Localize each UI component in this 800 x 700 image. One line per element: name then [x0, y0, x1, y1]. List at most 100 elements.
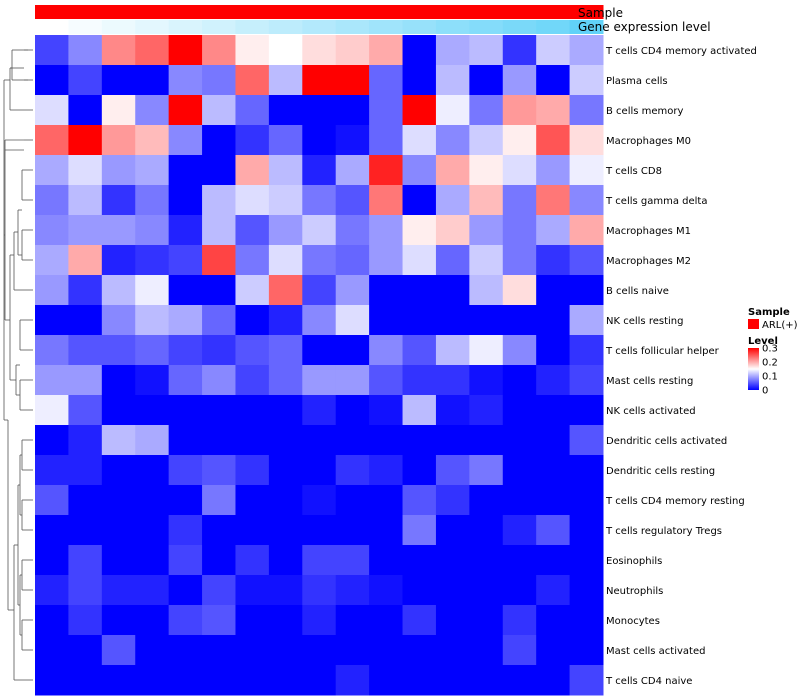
heatmap-cell: [335, 605, 370, 636]
heatmap-cell: [369, 185, 404, 216]
heatmap-cell: [469, 275, 504, 306]
heatmap-cell: [536, 455, 571, 486]
sample-track-cell: [402, 5, 437, 19]
heatmap-cell: [35, 575, 69, 606]
heatmap-cell: [68, 395, 103, 426]
heatmap-cell: [168, 65, 203, 96]
heatmap-cell: [435, 35, 470, 66]
heatmap-cell: [369, 485, 404, 516]
heatmap-cell: [268, 125, 303, 156]
heatmap-cell: [402, 155, 437, 186]
heatmap-cell: [168, 245, 203, 276]
heatmap-cell: [369, 545, 404, 576]
heatmap-cell: [302, 65, 337, 96]
heatmap-cell: [502, 275, 537, 306]
heatmap-cell: [469, 395, 504, 426]
sample-track-cell: [168, 5, 203, 19]
expression-track-cell: [469, 20, 504, 34]
heatmap-cell: [435, 425, 470, 456]
heatmap-cell: [101, 515, 136, 546]
heatmap-cell: [68, 605, 103, 636]
heatmap-cell: [435, 95, 470, 126]
heatmap-cell: [168, 545, 203, 576]
heatmap-cell: [502, 605, 537, 636]
heatmap-cell: [168, 485, 203, 516]
heatmap-cell: [135, 605, 170, 636]
heatmap-cell: [35, 605, 69, 636]
heatmap-cell: [68, 245, 103, 276]
heatmap-cell: [235, 245, 270, 276]
heatmap-cell: [469, 305, 504, 336]
heatmap-cell: [502, 245, 537, 276]
heatmap-cells: [35, 35, 604, 696]
heatmap-cell: [35, 155, 69, 186]
heatmap-cell: [235, 215, 270, 246]
heatmap-cell: [135, 395, 170, 426]
heatmap-cell: [302, 335, 337, 366]
heatmap-cell: [435, 305, 470, 336]
heatmap-cell: [268, 95, 303, 126]
annotation-label-sample: Sample: [578, 6, 623, 20]
row-label: B cells memory: [606, 106, 683, 117]
heatmap-cell: [569, 515, 604, 546]
heatmap-cell: [135, 95, 170, 126]
heatmap-cell: [168, 335, 203, 366]
heatmap-cell: [502, 335, 537, 366]
heatmap-cell: [101, 455, 136, 486]
heatmap-cell: [536, 635, 571, 666]
heatmap-cell: [536, 155, 571, 186]
heatmap-cell: [502, 515, 537, 546]
heatmap-cell: [469, 485, 504, 516]
heatmap-cell: [35, 335, 69, 366]
heatmap-cell: [202, 635, 236, 666]
heatmap-cell: [402, 485, 437, 516]
heatmap-cell: [502, 485, 537, 516]
heatmap-cell: [235, 455, 270, 486]
heatmap-cell: [235, 515, 270, 546]
row-label: Macrophages M2: [606, 256, 691, 267]
heatmap-cell: [202, 605, 236, 636]
heatmap-cell: [202, 485, 236, 516]
heatmap-cell: [202, 155, 236, 186]
heatmap-cell: [202, 395, 236, 426]
sample-track-cell: [202, 5, 236, 19]
heatmap-cell: [302, 485, 337, 516]
heatmap-cell: [536, 665, 571, 696]
heatmap-cell: [268, 335, 303, 366]
heatmap-cell: [536, 545, 571, 576]
heatmap-cell: [168, 635, 203, 666]
heatmap-cell: [268, 185, 303, 216]
heatmap-cell: [202, 365, 236, 396]
heatmap-cell: [335, 635, 370, 666]
heatmap-cell: [569, 125, 604, 156]
heatmap-cell: [469, 455, 504, 486]
heatmap-cell: [335, 35, 370, 66]
heatmap-cell: [402, 95, 437, 126]
row-label: T cells follicular helper: [605, 346, 720, 357]
heatmap-cell: [569, 455, 604, 486]
heatmap-cell: [502, 185, 537, 216]
heatmap-cell: [335, 395, 370, 426]
heatmap-cell: [35, 185, 69, 216]
row-label: Mast cells resting: [606, 376, 693, 387]
heatmap-cell: [68, 635, 103, 666]
heatmap-cell: [335, 575, 370, 606]
heatmap-cell: [68, 155, 103, 186]
heatmap-cell: [369, 125, 404, 156]
heatmap-cell: [68, 125, 103, 156]
heatmap-cell: [435, 125, 470, 156]
heatmap-cell: [35, 665, 69, 696]
heatmap-cell: [569, 575, 604, 606]
row-label: B cells naive: [606, 286, 669, 297]
row-labels: T cells CD4 memory activated Plasma cells…: [605, 46, 757, 687]
heatmap-cell: [536, 485, 571, 516]
heatmap-cell: [369, 635, 404, 666]
heatmap-cell: [235, 545, 270, 576]
heatmap-cell: [536, 35, 571, 66]
heatmap-cell: [135, 185, 170, 216]
heatmap-cell: [402, 665, 437, 696]
sample-track-cell: [235, 5, 270, 19]
heatmap-cell: [101, 35, 136, 66]
heatmap-cell: [101, 125, 136, 156]
heatmap-cell: [502, 125, 537, 156]
